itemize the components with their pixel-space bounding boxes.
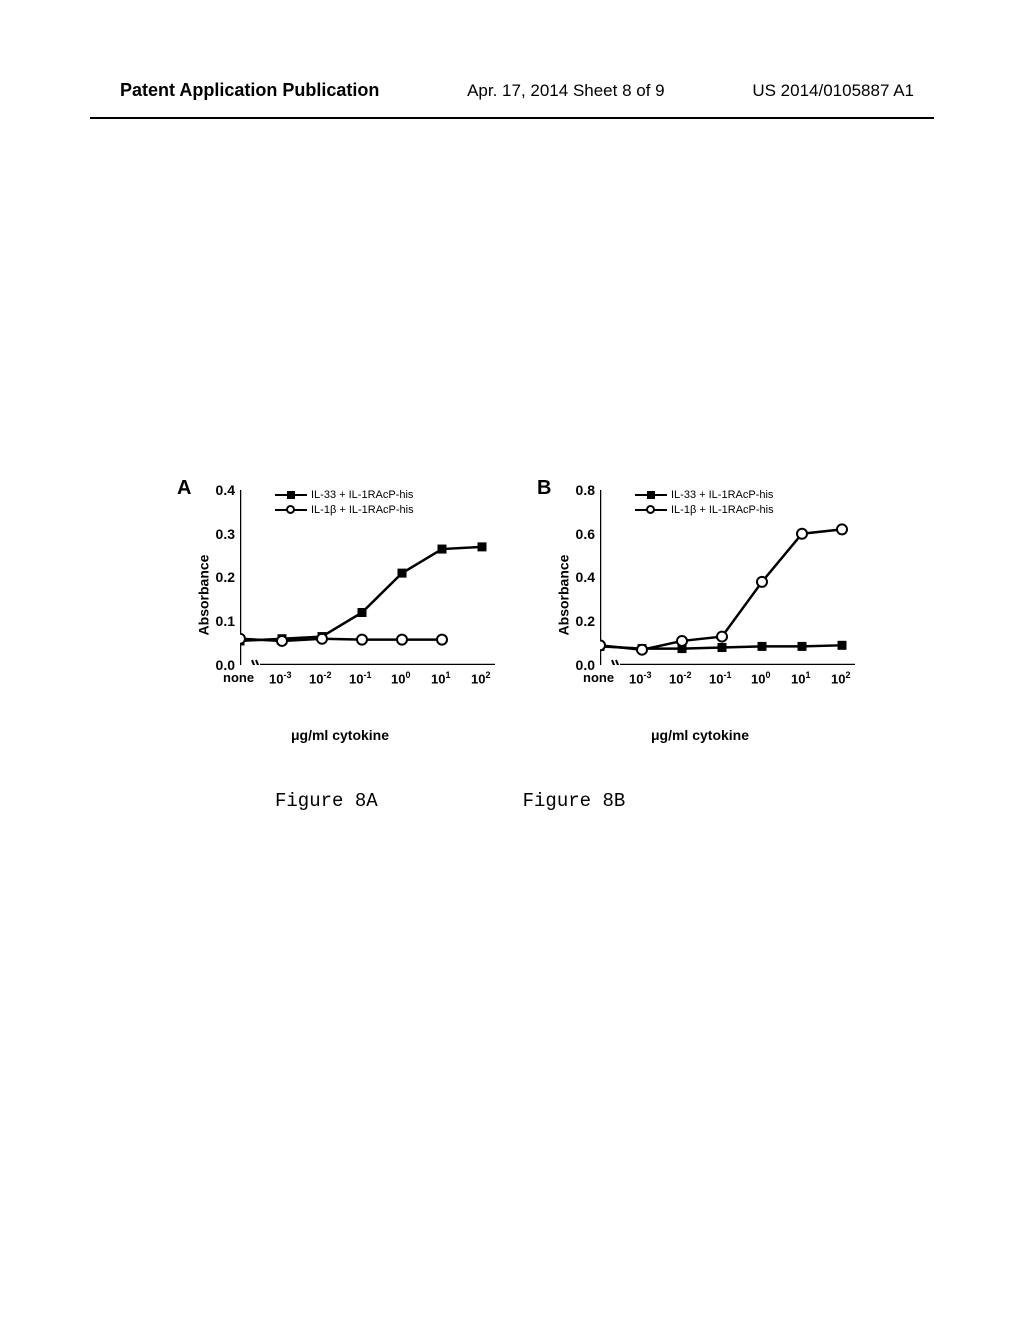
chart-a-plot [240,490,495,665]
xtick: 100 [391,670,410,686]
xtick: none [223,670,254,685]
chart-b-wrapper: B Absorbance μg/ml cytokine 0.0 0.2 0.4 … [535,485,865,705]
caption-a: Figure 8A [275,790,378,812]
ytick: 0.3 [205,526,235,542]
ytick: 0.2 [205,569,235,585]
xtick: 10-2 [669,670,691,686]
xtick: 10-1 [709,670,731,686]
chart-b-xlabel: μg/ml cytokine [651,727,749,743]
chart-a-wrapper: A Absorbance μg/ml cytokine 0.0 0.1 0.2 … [175,485,505,705]
figure-captions: Figure 8A Figure 8B [0,790,1024,812]
ytick: 0.2 [565,613,595,629]
xtick: 10-3 [269,670,291,686]
ytick: 0.4 [205,482,235,498]
ytick: 0.8 [565,482,595,498]
header-publication: Patent Application Publication [120,80,379,101]
chart-a-xlabel: μg/ml cytokine [291,727,389,743]
chart-a: Absorbance μg/ml cytokine 0.0 0.1 0.2 0.… [175,485,505,705]
xtick: 10-2 [309,670,331,686]
xtick: none [583,670,614,685]
ytick: 0.1 [205,613,235,629]
ytick: 0.6 [565,526,595,542]
ytick: 0.4 [565,569,595,585]
xtick: 100 [751,670,770,686]
xtick: 101 [791,670,810,686]
chart-b: Absorbance μg/ml cytokine 0.0 0.2 0.4 0.… [535,485,865,705]
header-patent-number: US 2014/0105887 A1 [752,81,914,101]
xtick: 102 [471,670,490,686]
page-header: Patent Application Publication Apr. 17, … [0,0,1024,111]
chart-b-plot [600,490,855,665]
xtick: 101 [431,670,450,686]
header-sheet-info: Apr. 17, 2014 Sheet 8 of 9 [467,81,665,101]
header-divider [90,117,934,119]
xtick: 102 [831,670,850,686]
xtick: 10-3 [629,670,651,686]
xtick: 10-1 [349,670,371,686]
charts-row: A Absorbance μg/ml cytokine 0.0 0.1 0.2 … [175,485,865,705]
caption-b: Figure 8B [523,790,626,812]
